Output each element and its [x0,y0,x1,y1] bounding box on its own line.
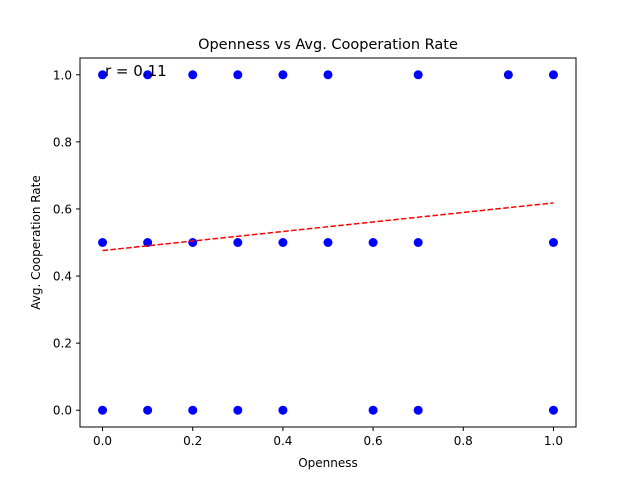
scatter-point [413,405,423,415]
scatter-point [323,238,333,247]
scatter-point [98,238,108,247]
scatter-point [188,70,198,80]
scatter-point [143,405,153,415]
scatter-point [548,238,558,247]
y-tick-label: 0.0 [53,404,72,418]
x-tick-label: 0.6 [364,434,383,448]
scatter-point [188,405,198,415]
scatter-point [368,405,378,415]
plot-frame [79,57,577,428]
x-axis-ticks: 0.0 0.2 0.4 0.6 0.8 1.0 [93,427,563,448]
scatter-point [233,238,243,247]
x-tick-label: 0.4 [273,434,292,448]
scatter-point [143,238,153,247]
scatter-point [503,70,513,80]
y-tick-label: 0.2 [53,337,72,351]
scatter-point [278,70,288,80]
y-axis-label: Avg. Cooperation Rate [29,175,43,310]
scatter-point [188,238,198,247]
scatter-point [548,405,558,415]
scatter-point [98,405,108,415]
y-axis-ticks: 0.0 0.2 0.4 0.6 0.8 1.0 [53,68,80,418]
scatter-point [143,70,153,80]
chart-title: Openness vs Avg. Cooperation Rate [198,37,458,53]
scatter-point [413,70,423,80]
plot-area [98,70,558,415]
scatter-point [368,238,378,247]
scatter-point [323,70,333,80]
x-tick-label: 1.0 [544,434,563,448]
scatter-point [98,70,108,80]
scatter-point [278,405,288,415]
y-tick-label: 0.4 [53,270,72,284]
y-tick-label: 0.8 [53,135,72,149]
y-tick-label: 1.0 [53,68,72,82]
correlation-annotation: r = 0.11 [105,62,167,80]
scatter-point [548,70,558,80]
x-axis-label: Openness [298,456,358,470]
x-tick-label: 0.8 [454,434,473,448]
x-tick-label: 0.0 [93,434,112,448]
scatter-point [233,70,243,80]
scatter-point [233,405,243,415]
y-tick-label: 0.6 [53,202,72,216]
trend-line [102,202,554,252]
scatter-point [278,238,288,247]
scatter-point [413,238,423,247]
x-tick-label: 0.2 [183,434,202,448]
